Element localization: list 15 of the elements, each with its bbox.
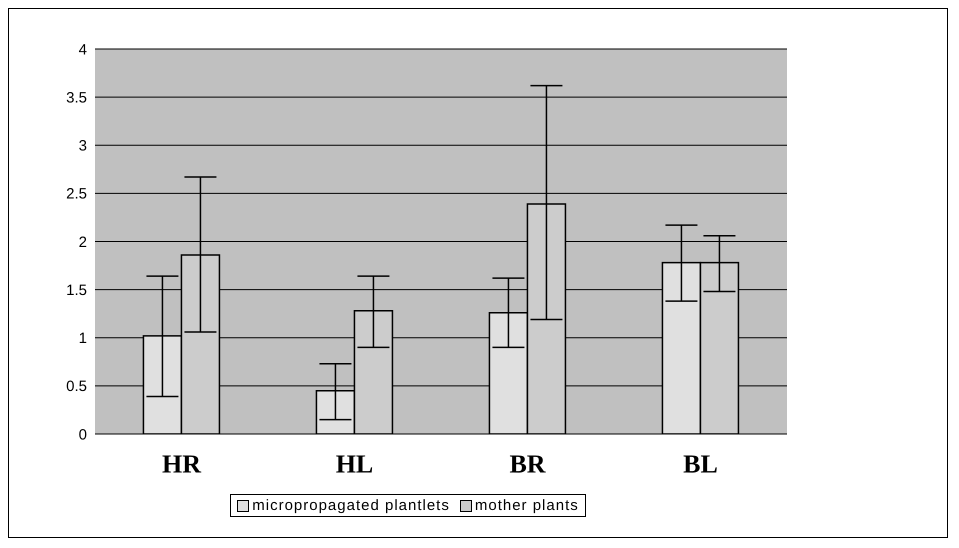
y-tick-label: 2.5: [66, 186, 87, 203]
y-tick-label: 4: [78, 41, 87, 58]
y-tick-label: 0: [78, 426, 87, 444]
legend-label: micropropagated plantlets: [251, 497, 450, 514]
y-tick-label: 3.5: [66, 89, 87, 106]
y-tick-label: 0.5: [66, 378, 87, 396]
y-tick-label: 3: [78, 138, 87, 155]
y-tick-label: 1.5: [66, 282, 87, 299]
x-tick-label: BR: [509, 449, 546, 478]
x-tick-label: HR: [162, 449, 202, 478]
x-tick-label: HL: [336, 449, 374, 478]
x-tick-label: BL: [683, 449, 718, 478]
y-tick-label: 2: [78, 234, 87, 251]
y-tick-label: 1: [78, 330, 87, 348]
legend-label: mother plants: [474, 497, 579, 514]
